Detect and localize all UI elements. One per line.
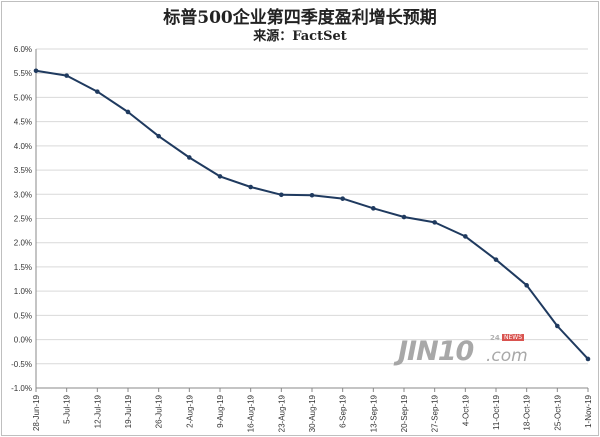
y-tick-label: 1.5% — [14, 263, 32, 272]
y-tick-label: 2.5% — [14, 215, 32, 224]
watermark-com-text: .com — [486, 346, 528, 366]
data-point — [585, 356, 591, 362]
y-tick-label: -0.5% — [11, 360, 32, 369]
x-tick-label: 18-Oct-19 — [523, 394, 532, 430]
data-point — [309, 192, 315, 198]
y-tick-label: 6.0% — [14, 45, 32, 54]
x-tick-label: 5-Jul-19 — [63, 394, 72, 423]
grid-lines — [36, 48, 588, 389]
x-tick-label: 25-Oct-19 — [553, 394, 562, 430]
data-point — [64, 73, 69, 78]
x-tick-label: 12-Jul-19 — [93, 394, 102, 428]
y-tick-label: -1.0% — [11, 384, 32, 393]
x-tick-label: 27-Sep-19 — [431, 394, 440, 432]
x-tick-label: 11-Oct-19 — [492, 394, 501, 430]
x-tick-label: 23-Aug-19 — [277, 394, 286, 432]
y-tick-label: 4.0% — [14, 142, 32, 151]
x-tick-label: 2-Aug-19 — [185, 394, 194, 427]
x-tick-label: 1-Nov-19 — [584, 394, 593, 427]
chart-title: 标普500企业第四季度盈利增长预期 — [163, 8, 437, 28]
axes — [35, 49, 589, 392]
data-point — [555, 323, 560, 329]
y-tick-label: 1.0% — [14, 287, 32, 296]
data-point — [401, 214, 407, 220]
x-tick-label: 6-Sep-19 — [339, 394, 348, 427]
watermark-24-text: 24 — [490, 334, 500, 342]
x-tick-label: 19-Jul-19 — [124, 394, 133, 428]
data-point — [432, 220, 437, 225]
chart-subtitle: 来源：FactSet — [253, 29, 347, 44]
x-tick-label: 4-Oct-19 — [461, 394, 470, 426]
data-point — [493, 257, 499, 262]
y-tick-label: 0.0% — [14, 336, 32, 345]
data-point — [156, 133, 161, 139]
data-point — [248, 184, 253, 190]
data-point — [524, 283, 529, 288]
data-point — [279, 192, 284, 198]
y-tick-label: 2.0% — [14, 239, 32, 248]
x-tick-label: 16-Aug-19 — [247, 394, 256, 432]
y-tick-label: 5.0% — [14, 93, 32, 102]
data-point — [340, 196, 345, 201]
x-tick-label: 13-Sep-19 — [369, 394, 378, 432]
x-tick-label: 28-Jun-19 — [32, 394, 41, 431]
jin10-watermark-logo: JIN10 24 NEWS .com — [398, 334, 528, 374]
y-tick-label: 0.5% — [14, 311, 32, 320]
x-tick-label: 20-Sep-19 — [400, 394, 409, 432]
y-tick-label: 5.5% — [14, 69, 32, 78]
watermark-main-text: JIN10 — [398, 336, 474, 367]
x-tick-label: 9-Aug-19 — [216, 394, 225, 427]
y-tick-label: 3.0% — [14, 190, 32, 199]
data-point — [33, 68, 39, 74]
x-tick-label: 30-Aug-19 — [308, 394, 317, 432]
x-tick-label: 26-Jul-19 — [155, 394, 164, 428]
watermark-news-badge: NEWS — [502, 334, 525, 341]
data-point — [371, 206, 376, 211]
data-point — [463, 234, 468, 239]
data-point — [187, 155, 192, 160]
data-point — [95, 89, 100, 94]
data-point — [217, 174, 223, 179]
y-tick-labels: -1.0% -0.5% 0.0% 0.5% 1.0% 1.5% 2.0% 2.5% 3.0% 3.… — [11, 45, 32, 393]
y-tick-label: 4.5% — [14, 118, 32, 127]
series-layer — [33, 68, 591, 362]
x-tick-labels: 28-Jun-19 5-Jul-19 12-Jul-19 19-Jul-19 26-Ju… — [32, 394, 593, 432]
y-tick-label: 3.5% — [14, 166, 32, 175]
data-point — [125, 109, 131, 115]
